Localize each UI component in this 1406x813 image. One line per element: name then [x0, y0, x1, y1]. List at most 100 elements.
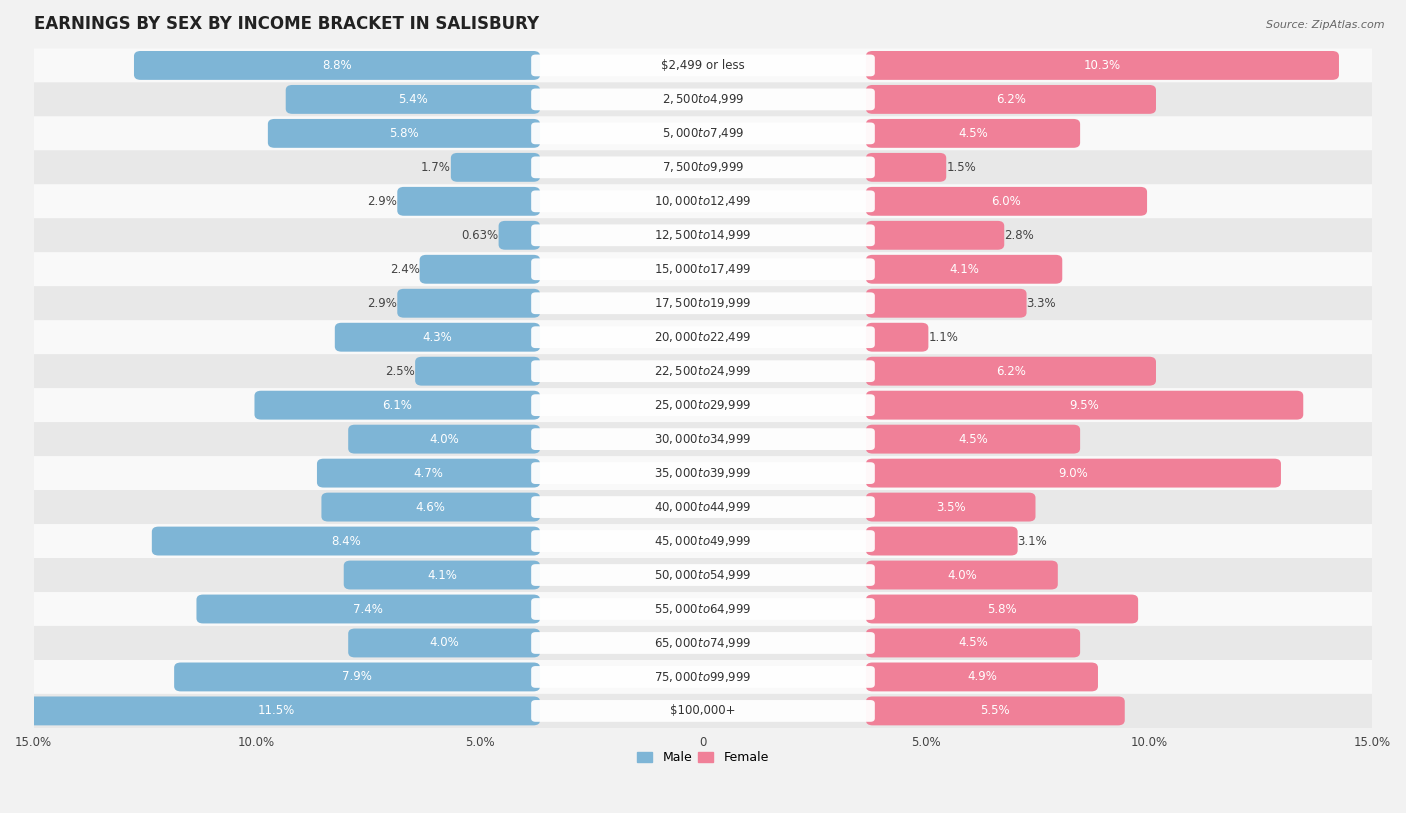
FancyBboxPatch shape	[866, 594, 1137, 624]
Text: 5.5%: 5.5%	[980, 704, 1010, 717]
Text: 10.3%: 10.3%	[1084, 59, 1121, 72]
FancyBboxPatch shape	[866, 323, 928, 352]
Text: 8.8%: 8.8%	[322, 59, 352, 72]
FancyBboxPatch shape	[531, 530, 875, 552]
Text: $25,000 to $29,999: $25,000 to $29,999	[654, 398, 752, 412]
FancyBboxPatch shape	[285, 85, 540, 114]
Text: 4.5%: 4.5%	[957, 637, 988, 650]
Text: 4.0%: 4.0%	[429, 637, 458, 650]
FancyBboxPatch shape	[531, 360, 875, 382]
FancyBboxPatch shape	[134, 51, 540, 80]
FancyBboxPatch shape	[531, 428, 875, 450]
FancyBboxPatch shape	[34, 524, 1372, 558]
Text: $100,000+: $100,000+	[671, 704, 735, 717]
Text: 5.8%: 5.8%	[389, 127, 419, 140]
FancyBboxPatch shape	[866, 493, 1035, 521]
Text: 4.9%: 4.9%	[967, 671, 997, 684]
Text: 4.6%: 4.6%	[416, 501, 446, 514]
Text: $75,000 to $99,999: $75,000 to $99,999	[654, 670, 752, 684]
Text: 4.5%: 4.5%	[957, 433, 988, 446]
FancyBboxPatch shape	[398, 289, 540, 318]
FancyBboxPatch shape	[269, 119, 540, 148]
FancyBboxPatch shape	[34, 456, 1372, 490]
Text: 4.1%: 4.1%	[427, 568, 457, 581]
FancyBboxPatch shape	[335, 323, 540, 352]
Text: $55,000 to $64,999: $55,000 to $64,999	[654, 602, 752, 616]
Text: 5.8%: 5.8%	[987, 602, 1017, 615]
FancyBboxPatch shape	[34, 592, 1372, 626]
FancyBboxPatch shape	[343, 561, 540, 589]
Text: $30,000 to $34,999: $30,000 to $34,999	[654, 433, 752, 446]
Text: $2,500 to $4,999: $2,500 to $4,999	[662, 93, 744, 107]
Text: 2.9%: 2.9%	[367, 297, 398, 310]
FancyBboxPatch shape	[34, 252, 1372, 286]
FancyBboxPatch shape	[531, 564, 875, 586]
Text: 11.5%: 11.5%	[259, 704, 295, 717]
Text: $15,000 to $17,499: $15,000 to $17,499	[654, 263, 752, 276]
FancyBboxPatch shape	[531, 190, 875, 212]
FancyBboxPatch shape	[531, 123, 875, 144]
FancyBboxPatch shape	[34, 320, 1372, 354]
FancyBboxPatch shape	[34, 694, 1372, 728]
Text: 4.0%: 4.0%	[948, 568, 977, 581]
Text: $20,000 to $22,499: $20,000 to $22,499	[654, 330, 752, 344]
Text: $22,500 to $24,999: $22,500 to $24,999	[654, 364, 752, 378]
Text: 9.0%: 9.0%	[1059, 467, 1088, 480]
FancyBboxPatch shape	[531, 700, 875, 722]
Text: 6.1%: 6.1%	[382, 398, 412, 411]
FancyBboxPatch shape	[866, 424, 1080, 454]
Text: 1.5%: 1.5%	[946, 161, 976, 174]
Text: 0.63%: 0.63%	[461, 228, 499, 241]
FancyBboxPatch shape	[531, 54, 875, 76]
Text: 4.1%: 4.1%	[949, 263, 979, 276]
Text: 4.5%: 4.5%	[957, 127, 988, 140]
Text: $12,500 to $14,999: $12,500 to $14,999	[654, 228, 752, 242]
FancyBboxPatch shape	[34, 185, 1372, 219]
Text: 7.4%: 7.4%	[353, 602, 384, 615]
FancyBboxPatch shape	[866, 51, 1339, 80]
FancyBboxPatch shape	[34, 490, 1372, 524]
FancyBboxPatch shape	[34, 219, 1372, 252]
FancyBboxPatch shape	[866, 357, 1156, 385]
FancyBboxPatch shape	[34, 558, 1372, 592]
FancyBboxPatch shape	[866, 119, 1080, 148]
Text: 1.7%: 1.7%	[420, 161, 451, 174]
Text: Source: ZipAtlas.com: Source: ZipAtlas.com	[1267, 20, 1385, 30]
FancyBboxPatch shape	[866, 561, 1057, 589]
FancyBboxPatch shape	[531, 259, 875, 280]
Text: $40,000 to $44,999: $40,000 to $44,999	[654, 500, 752, 514]
FancyBboxPatch shape	[34, 354, 1372, 388]
FancyBboxPatch shape	[419, 254, 540, 284]
Text: 4.7%: 4.7%	[413, 467, 443, 480]
FancyBboxPatch shape	[866, 391, 1303, 420]
FancyBboxPatch shape	[866, 663, 1098, 691]
Text: 4.0%: 4.0%	[429, 433, 458, 446]
FancyBboxPatch shape	[34, 626, 1372, 660]
FancyBboxPatch shape	[254, 391, 540, 420]
FancyBboxPatch shape	[531, 293, 875, 314]
FancyBboxPatch shape	[531, 156, 875, 178]
FancyBboxPatch shape	[531, 394, 875, 416]
Text: 3.1%: 3.1%	[1018, 535, 1047, 548]
Text: 2.5%: 2.5%	[385, 365, 415, 378]
FancyBboxPatch shape	[322, 493, 540, 521]
FancyBboxPatch shape	[531, 632, 875, 654]
FancyBboxPatch shape	[34, 150, 1372, 185]
Text: 5.4%: 5.4%	[398, 93, 427, 106]
FancyBboxPatch shape	[316, 459, 540, 488]
Text: 8.4%: 8.4%	[330, 535, 361, 548]
Text: 2.9%: 2.9%	[367, 195, 398, 208]
Text: $5,000 to $7,499: $5,000 to $7,499	[662, 126, 744, 141]
FancyBboxPatch shape	[866, 697, 1125, 725]
Text: $7,500 to $9,999: $7,500 to $9,999	[662, 160, 744, 174]
Text: $17,500 to $19,999: $17,500 to $19,999	[654, 296, 752, 311]
Text: 1.1%: 1.1%	[928, 331, 959, 344]
Text: 4.3%: 4.3%	[423, 331, 453, 344]
Text: $45,000 to $49,999: $45,000 to $49,999	[654, 534, 752, 548]
Text: 3.3%: 3.3%	[1026, 297, 1056, 310]
Text: 6.2%: 6.2%	[995, 93, 1026, 106]
FancyBboxPatch shape	[866, 153, 946, 182]
FancyBboxPatch shape	[531, 598, 875, 620]
FancyBboxPatch shape	[349, 628, 540, 658]
Text: $65,000 to $74,999: $65,000 to $74,999	[654, 636, 752, 650]
